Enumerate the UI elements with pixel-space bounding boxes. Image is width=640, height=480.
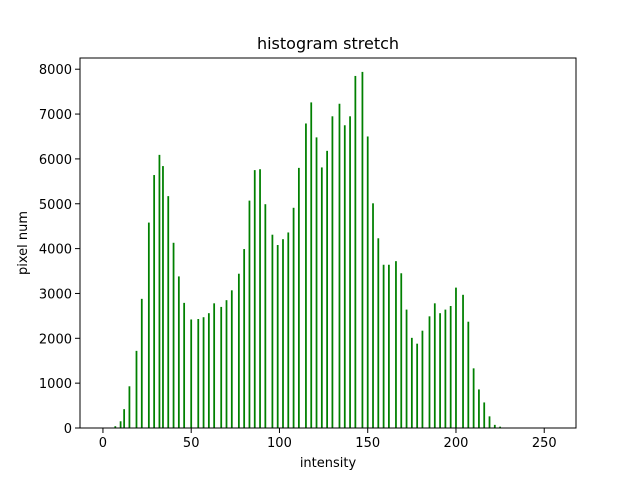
histogram-bar <box>416 343 419 428</box>
histogram-bar <box>276 245 279 428</box>
histogram-bar <box>326 150 328 428</box>
histogram-bar <box>444 309 447 428</box>
y-tick-label: 3000 <box>39 287 72 302</box>
y-tick-label: 4000 <box>39 243 72 258</box>
histogram-bar <box>183 302 186 428</box>
histogram-bar <box>428 316 431 428</box>
histogram-bar <box>197 319 200 428</box>
histogram-bar <box>410 337 413 428</box>
histogram-bar <box>114 426 117 428</box>
histogram-bar <box>158 154 161 428</box>
histogram-bar <box>354 75 357 428</box>
x-tick-label: 200 <box>444 436 469 451</box>
histogram-bar <box>305 123 307 428</box>
histogram-bar <box>338 103 341 428</box>
histogram-bar <box>343 125 346 429</box>
chart-title: histogram stretch <box>257 34 399 53</box>
x-axis-ticks: 0 50 100 150 200 250 <box>99 428 557 451</box>
histogram-bar <box>372 203 374 428</box>
histogram-bar <box>462 294 464 428</box>
histogram-bar <box>493 424 496 428</box>
y-axis-ticks: 0 1000 2000 3000 4000 5000 6000 7000 8000 <box>39 63 80 437</box>
histogram-bar <box>177 276 180 428</box>
histogram-bar <box>421 330 424 428</box>
histogram-bar <box>119 421 122 428</box>
y-tick-label: 8000 <box>39 63 72 78</box>
histogram-bar <box>483 402 486 428</box>
y-tick-label: 1000 <box>39 377 72 392</box>
x-tick-label: 100 <box>267 436 292 451</box>
histogram-bar <box>248 200 251 428</box>
y-tick-label: 2000 <box>39 332 72 347</box>
histogram-bar <box>167 196 170 428</box>
histogram-bar <box>162 166 164 428</box>
histogram-bar <box>220 306 223 428</box>
x-tick-label: 150 <box>355 436 380 451</box>
bars-group <box>109 71 509 429</box>
histogram-bar <box>478 389 480 428</box>
histogram-bar <box>310 102 313 429</box>
histogram-bar <box>287 232 290 428</box>
x-axis-label: intensity <box>300 456 357 471</box>
histogram-bar <box>259 169 261 428</box>
histogram-bar <box>128 386 131 428</box>
histogram-bar <box>172 242 175 428</box>
histogram-bar <box>361 71 364 429</box>
histogram-bar <box>237 273 240 428</box>
y-tick-label: 5000 <box>39 198 72 213</box>
y-tick-label: 0 <box>64 422 72 437</box>
histogram-bar <box>315 137 318 428</box>
y-tick-label: 7000 <box>39 108 72 123</box>
plot-frame <box>79 57 577 429</box>
histogram-bar <box>433 303 436 428</box>
histogram-bar <box>213 303 216 428</box>
histogram-bar <box>499 426 501 428</box>
y-tick-label: 6000 <box>39 153 72 168</box>
histogram-bar <box>243 249 246 428</box>
histogram-bar <box>225 300 228 428</box>
histogram-bar <box>282 239 284 428</box>
histogram-bar <box>230 290 233 428</box>
histogram-bar <box>253 170 256 428</box>
histogram-bar <box>190 319 193 428</box>
histogram-bar <box>472 368 475 428</box>
histogram-bar <box>349 116 351 429</box>
histogram-bar <box>455 287 457 428</box>
histogram-bar <box>395 261 397 428</box>
histogram-bar <box>147 222 150 428</box>
x-tick-label: 50 <box>183 436 200 451</box>
histogram-bar <box>449 306 452 428</box>
x-tick-label: 0 <box>99 436 107 451</box>
histogram-bar <box>320 167 323 428</box>
histogram-bar <box>377 238 380 428</box>
histogram-bar <box>153 175 156 428</box>
histogram-bar <box>488 416 491 428</box>
histogram-bar <box>292 207 295 428</box>
histogram-bar <box>331 116 334 429</box>
histogram-bar <box>135 350 138 428</box>
histogram-bar <box>405 309 408 428</box>
histogram-bar <box>264 204 267 428</box>
histogram-bar <box>140 298 143 428</box>
histogram-bar <box>388 264 390 428</box>
histogram-bar <box>202 317 205 428</box>
histogram-bar <box>439 313 441 428</box>
histogram-bar <box>123 409 126 428</box>
histogram-bar <box>207 313 210 428</box>
x-tick-label: 250 <box>532 436 557 451</box>
histogram-bar <box>297 167 300 428</box>
histogram-bar <box>366 136 369 429</box>
histogram-bar <box>382 264 385 428</box>
histogram-bar <box>467 321 470 428</box>
histogram-bar <box>271 234 274 428</box>
histogram-bar <box>400 273 403 428</box>
y-axis-label: pixel num <box>16 211 31 275</box>
